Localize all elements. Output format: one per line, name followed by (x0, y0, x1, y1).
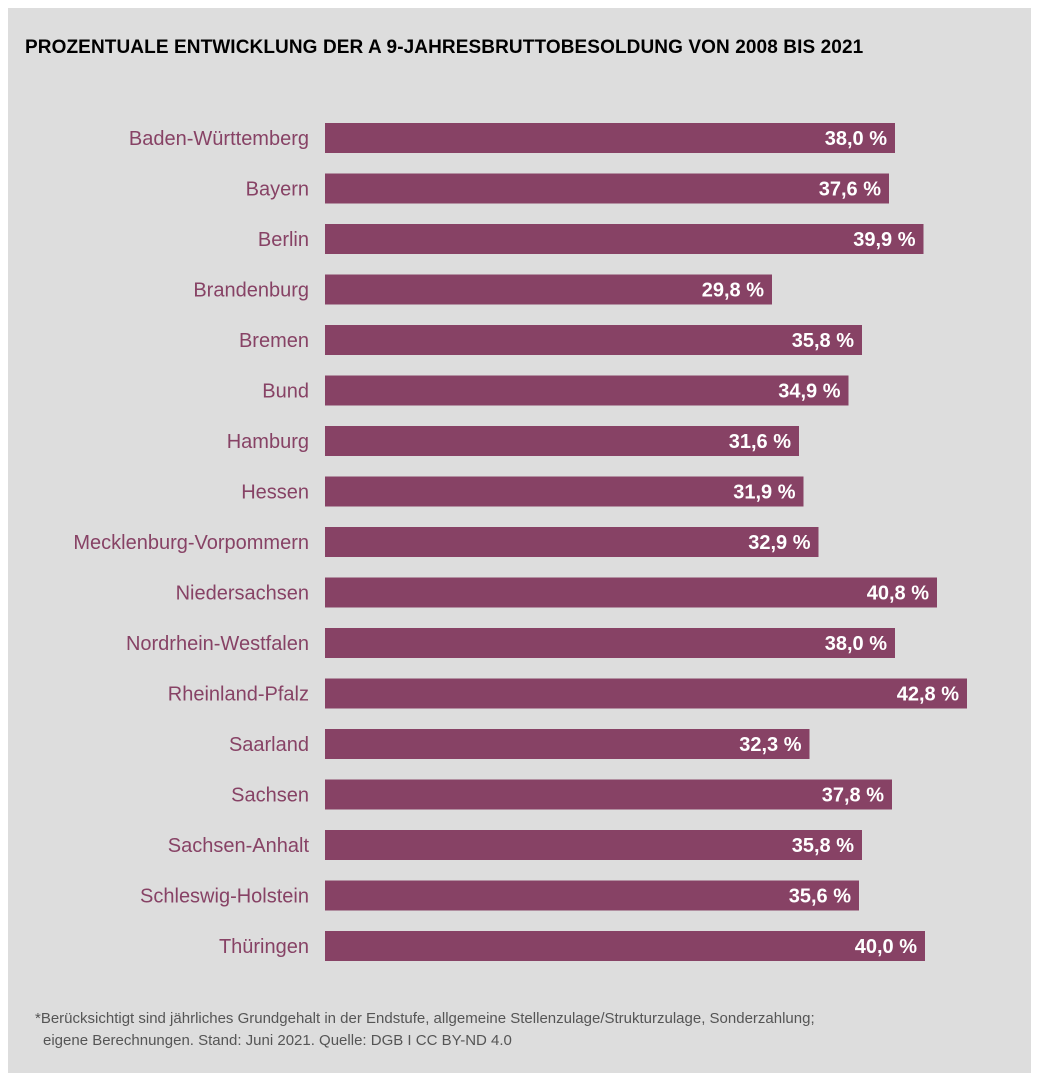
bar (325, 173, 889, 204)
category-label: Schleswig-Holstein (140, 886, 309, 908)
bar-group: Sachsen-Anhalt 35,8 % (168, 830, 862, 860)
value-label: 29,8 % (702, 280, 764, 302)
bar (325, 830, 862, 860)
bar-group: Berlin 39,9 % (258, 224, 924, 254)
category-label: Hamburg (227, 431, 309, 453)
category-label: Rheinland-Pfalz (168, 684, 309, 706)
category-label: Hessen (241, 482, 309, 504)
value-label: 31,9 % (733, 482, 795, 504)
value-label: 35,8 % (792, 835, 854, 857)
bar-chart: Baden-Württemberg 38,0 % Bayern 37,6 % Berli… (73, 123, 967, 961)
bar (325, 224, 924, 254)
bar (325, 678, 967, 709)
category-label: Bund (262, 381, 309, 403)
bar (325, 931, 925, 961)
value-label: 38,0 % (825, 128, 887, 150)
value-label: 38,0 % (825, 633, 887, 655)
value-label: 37,6 % (819, 179, 881, 201)
bar (325, 628, 895, 658)
bar-group: Thüringen 40,0 % (219, 931, 925, 961)
bar (325, 325, 862, 355)
category-label: Saarland (229, 734, 309, 756)
bar (325, 527, 819, 557)
category-label: Sachsen (231, 785, 309, 807)
bar-group: Brandenburg 29,8 % (193, 274, 772, 305)
category-label: Bremen (239, 330, 309, 352)
category-label: Mecklenburg-Vorpommern (73, 532, 309, 554)
value-label: 40,0 % (855, 936, 917, 958)
bar (325, 779, 892, 810)
bar (325, 274, 772, 305)
category-label: Sachsen-Anhalt (168, 835, 310, 857)
value-label: 32,9 % (748, 532, 810, 554)
value-label: 31,6 % (729, 431, 791, 453)
bar-group: Hamburg 31,6 % (227, 426, 799, 456)
footnote: *Berücksichtigt sind jährliches Grundgeh… (35, 1008, 815, 1052)
bar (325, 476, 804, 507)
bar-group: Niedersachsen 40,8 % (176, 577, 937, 608)
bar-group: Bayern 37,6 % (246, 173, 889, 204)
category-label: Nordrhein-Westfalen (126, 633, 309, 655)
value-label: 39,9 % (853, 229, 915, 251)
bar-group: Hessen 31,9 % (241, 476, 804, 507)
bar (325, 577, 937, 608)
category-label: Berlin (258, 229, 309, 251)
value-label: 37,8 % (822, 785, 884, 807)
bar (325, 880, 859, 911)
bar-group: Bund 34,9 % (262, 375, 849, 406)
value-label: 35,8 % (792, 330, 854, 352)
bar-group: Saarland 32,3 % (229, 729, 810, 759)
bar-group: Rheinland-Pfalz 42,8 % (168, 678, 967, 709)
bar (325, 729, 810, 759)
footnote-line-2: eigene Berechnungen. Stand: Juni 2021. Q… (43, 1032, 512, 1049)
bar-group: Bremen 35,8 % (239, 325, 862, 355)
bar (325, 375, 849, 406)
footnote-line-1: *Berücksichtigt sind jährliches Grundgeh… (35, 1010, 815, 1027)
bar (325, 426, 799, 456)
value-label: 42,8 % (897, 684, 959, 706)
category-label: Baden-Württemberg (129, 128, 309, 150)
category-label: Brandenburg (193, 280, 309, 302)
value-label: 40,8 % (867, 583, 929, 605)
value-label: 35,6 % (789, 886, 851, 908)
chart-title: PROZENTUALE ENTWICKLUNG DER A 9-JAHRESBR… (25, 37, 864, 58)
bar (325, 123, 895, 153)
bar-group: Sachsen 37,8 % (231, 779, 892, 810)
bar-group: Schleswig-Holstein 35,6 % (140, 880, 859, 911)
category-label: Niedersachsen (176, 583, 309, 605)
category-label: Bayern (246, 179, 309, 201)
value-label: 32,3 % (739, 734, 801, 756)
bar-group: Nordrhein-Westfalen 38,0 % (126, 628, 895, 658)
bar-group: Baden-Württemberg 38,0 % (129, 123, 895, 153)
bar-group: Mecklenburg-Vorpommern 32,9 % (73, 527, 819, 557)
category-label: Thüringen (219, 936, 309, 958)
value-label: 34,9 % (778, 381, 840, 403)
